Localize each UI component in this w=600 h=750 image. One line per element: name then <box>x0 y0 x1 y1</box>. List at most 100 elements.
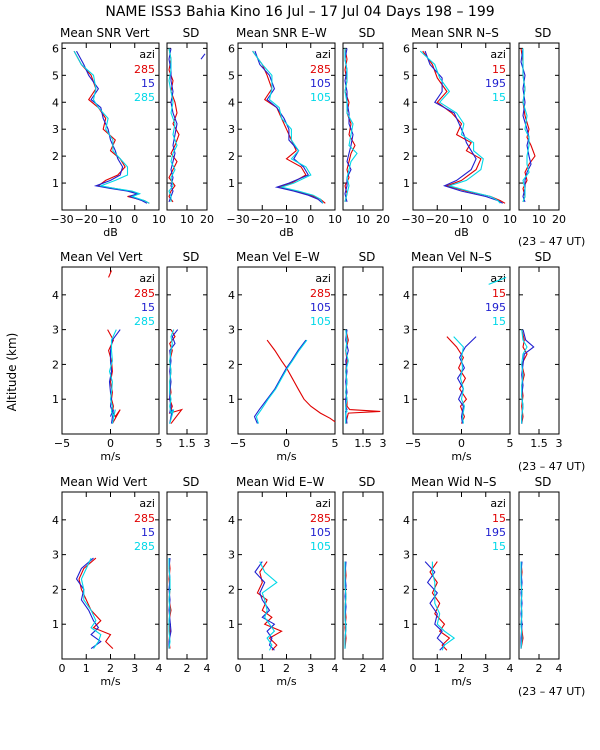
x-tick-label: 4 <box>332 662 339 675</box>
x-axis-label: dB <box>279 226 294 239</box>
x-tick-label: 10 <box>328 213 342 226</box>
y-tick-label: 4 <box>403 96 410 109</box>
y-tick-label: 6 <box>403 42 410 55</box>
y-tick-label: 4 <box>228 514 235 527</box>
panel-title: Mean Vel E–W <box>236 250 320 264</box>
panel-frame <box>166 491 208 660</box>
x-tick-label: 2 <box>184 662 191 675</box>
panel-title: SD <box>183 250 200 264</box>
legend-entry: 285 <box>310 512 331 525</box>
panel-2: SD 10 20 <box>166 26 214 226</box>
series-fragment <box>488 276 507 285</box>
legend-entry: 15 <box>492 540 506 553</box>
x-tick-label: 0 <box>458 437 465 450</box>
y-tick-label: 4 <box>403 289 410 302</box>
y-tick-label: 3 <box>403 549 410 562</box>
legend-entry: 195 <box>485 526 506 539</box>
x-tick-label: 1 <box>259 662 266 675</box>
x-tick-label: 10 <box>532 213 546 226</box>
y-tick-label: 1 <box>228 393 235 406</box>
legend-entry: 105 <box>310 540 331 553</box>
series-fragment <box>200 53 206 60</box>
y-tick-label: 1 <box>52 177 59 190</box>
series-line-cyan <box>345 329 349 424</box>
x-tick-label: 1.5 <box>530 437 548 450</box>
legend-entry: 15 <box>141 77 155 90</box>
y-tick-label: 4 <box>228 96 235 109</box>
series-line-cyan <box>168 558 171 649</box>
x-tick-label: 4 <box>556 662 563 675</box>
y-tick-label: 1 <box>52 618 59 631</box>
series-line-cyan <box>431 561 456 651</box>
y-tick-label: 4 <box>52 289 59 302</box>
legend-entry: 285 <box>134 63 155 76</box>
time-note-row-2: (23 – 47 UT) <box>518 460 585 473</box>
series-line-cyan <box>80 557 102 649</box>
series-line-cyan <box>73 50 150 204</box>
y-tick-label: 2 <box>228 358 235 371</box>
x-axis-label: m/s <box>100 450 120 463</box>
legend-heading: azi <box>315 48 331 61</box>
x-tick-label: 4 <box>204 662 211 675</box>
x-tick-label: −5 <box>230 437 246 450</box>
y-tick-label: 2 <box>228 150 235 163</box>
series-line-blue <box>75 557 102 650</box>
legend-entry: 15 <box>141 301 155 314</box>
y-tick-label: 5 <box>52 69 59 82</box>
series-line-red <box>256 561 283 651</box>
x-tick-label: 1 <box>83 662 90 675</box>
panel-frame <box>342 491 384 660</box>
x-axis-label: dB <box>103 226 118 239</box>
x-tick-label: −10 <box>450 213 473 226</box>
series-line-blue <box>76 50 148 204</box>
panel-title: Mean SNR Vert <box>60 26 150 40</box>
legend-entry: 15 <box>492 315 506 328</box>
x-tick-label: 4 <box>380 662 387 675</box>
panel-title: SD <box>183 475 200 489</box>
series-line-cyan <box>520 561 523 649</box>
x-tick-label: −5 <box>405 437 421 450</box>
y-tick-label: 2 <box>52 583 59 596</box>
y-tick-label: 1 <box>228 177 235 190</box>
y-tick-label: 1 <box>403 618 410 631</box>
x-tick-label: 3 <box>204 437 211 450</box>
y-tick-label: 3 <box>228 324 235 337</box>
series-line-blue <box>424 561 446 651</box>
x-tick-label: −30 <box>401 213 424 226</box>
panel-1: Mean SNR Vert 1 2 3 4 5 6 −30 −20 −10 0 10 dB azi 2851… <box>50 26 166 239</box>
panel-16: SD 2 4 <box>342 475 387 675</box>
panel-4: SD 10 20 <box>342 26 390 226</box>
legend-heading: azi <box>315 272 331 285</box>
legend-entry: 195 <box>485 77 506 90</box>
x-axis-label: dB <box>454 226 469 239</box>
x-tick-label: 20 <box>376 213 390 226</box>
panel-6: SD 10 20 <box>518 26 566 226</box>
x-tick-label: 4 <box>507 662 514 675</box>
x-axis-label: m/s <box>276 675 296 688</box>
series-line-red <box>345 329 381 424</box>
legend-entry: 15 <box>141 526 155 539</box>
y-tick-label: 3 <box>228 549 235 562</box>
altitude-axis-label: Altitude (km) <box>5 333 19 412</box>
time-note-row-1: (23 – 47 UT) <box>518 235 585 248</box>
panel-title: Mean SNR E–W <box>236 26 327 40</box>
x-tick-label: 1.5 <box>354 437 372 450</box>
x-tick-label: 3 <box>556 437 563 450</box>
x-tick-label: −30 <box>50 213 73 226</box>
series-line-red <box>107 329 121 424</box>
x-tick-label: 0 <box>131 213 138 226</box>
y-tick-label: 1 <box>403 393 410 406</box>
x-tick-label: −20 <box>426 213 449 226</box>
legend-entry: 105 <box>310 91 331 104</box>
x-tick-label: −30 <box>226 213 249 226</box>
y-tick-label: 1 <box>403 177 410 190</box>
y-tick-label: 2 <box>403 358 410 371</box>
x-tick-label: 1 <box>434 662 441 675</box>
series-line-cyan <box>259 561 278 651</box>
panel-title: SD <box>359 250 376 264</box>
x-axis-label: m/s <box>276 450 296 463</box>
